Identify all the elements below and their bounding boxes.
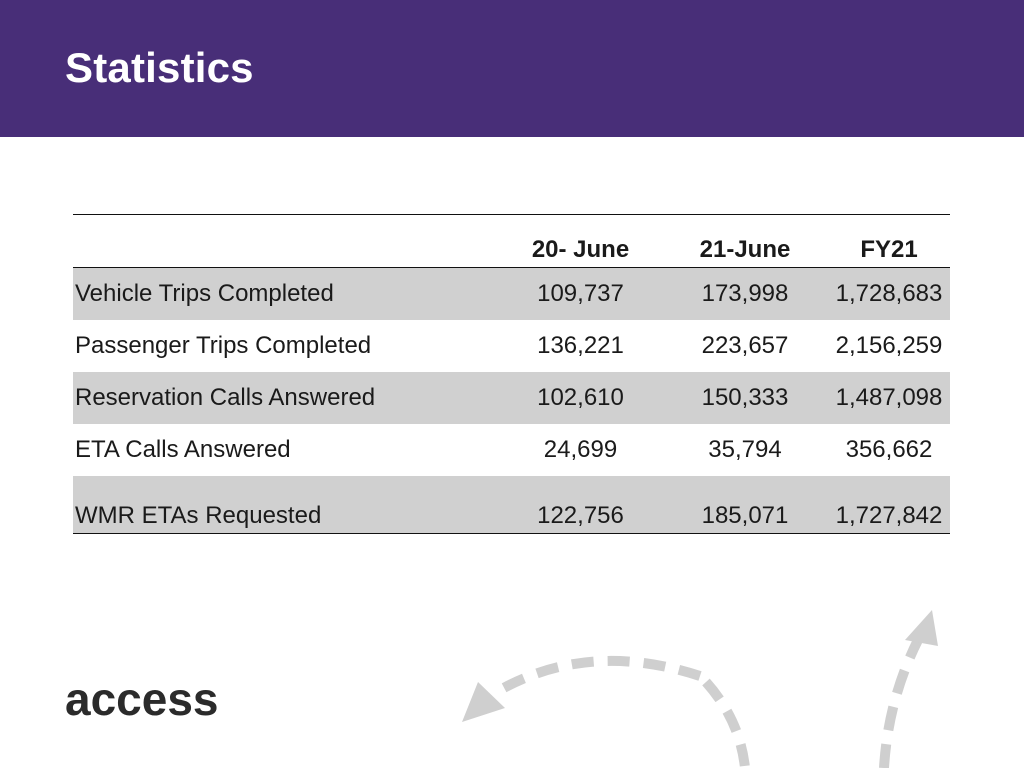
left-arc-tail-dashes (702, 678, 750, 768)
table-row: WMR ETAs Requested 122,756 185,071 1,727… (73, 476, 950, 533)
table-header-row: 20- June 21-June FY21 (73, 215, 950, 268)
statistics-table: 20- June 21-June FY21 Vehicle Trips Comp… (73, 214, 950, 534)
column-header-june20: 20- June (531, 236, 630, 263)
cell-fy21: 1,727,842 (835, 502, 943, 529)
cell-june20: 136,221 (537, 332, 624, 359)
row-label: Reservation Calls Answered (75, 384, 376, 411)
cell-june21: 173,998 (701, 280, 789, 307)
column-header-june21: 21-June (699, 236, 791, 263)
table-row: Passenger Trips Completed 136,221 223,65… (73, 320, 950, 372)
table-row: ETA Calls Answered 24,699 35,794 356,662 (73, 424, 950, 476)
left-arc-dashes (497, 655, 702, 695)
row-label: Vehicle Trips Completed (75, 280, 334, 307)
cell-fy21: 1,728,683 (835, 280, 943, 307)
cell-june21: 185,071 (701, 502, 789, 529)
right-arc-dashes (879, 637, 923, 768)
title-banner: Statistics (0, 0, 1024, 137)
cell-june20: 109,737 (537, 280, 624, 307)
row-label: ETA Calls Answered (75, 436, 291, 463)
right-arrowhead-icon (905, 610, 938, 646)
table-row: Reservation Calls Answered 102,610 150,3… (73, 372, 950, 424)
row-label: Passenger Trips Completed (75, 332, 372, 359)
cell-fy21: 2,156,259 (835, 332, 943, 359)
cell-june21: 35,794 (708, 436, 782, 463)
cell-june20: 122,756 (537, 502, 624, 529)
page-title: Statistics (65, 44, 254, 91)
table-row: Vehicle Trips Completed 109,737 173,998 … (73, 268, 950, 320)
access-logo: access (65, 673, 219, 725)
cell-fy21: 356,662 (845, 436, 933, 463)
cell-june21: 223,657 (701, 332, 789, 359)
cell-june20: 102,610 (537, 384, 624, 411)
row-label: WMR ETAs Requested (75, 502, 322, 529)
cell-fy21: 1,487,098 (835, 384, 943, 411)
left-arrowhead-icon (462, 682, 505, 722)
column-header-fy21: FY21 (860, 236, 918, 263)
cell-june21: 150,333 (701, 384, 789, 411)
cell-june20: 24,699 (543, 436, 618, 463)
